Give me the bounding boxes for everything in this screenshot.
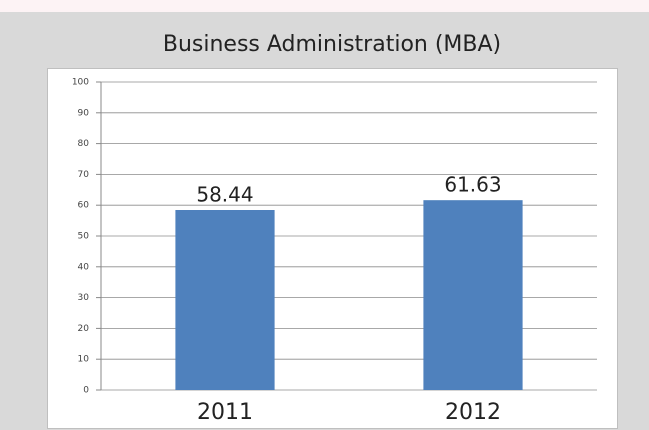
- top-strip: [0, 0, 649, 12]
- y-tick-label: 0: [83, 386, 89, 396]
- plot-box: [47, 68, 618, 429]
- y-tick-label: 100: [72, 78, 89, 88]
- y-tick-label: 60: [78, 201, 90, 211]
- y-tick-label: 30: [78, 293, 90, 303]
- value-label: 61.63: [444, 173, 501, 197]
- y-tick-label: 90: [78, 108, 90, 118]
- x-tick-label: 2012: [445, 400, 501, 425]
- x-tick-label: 2011: [197, 400, 253, 425]
- bar: [423, 200, 523, 390]
- y-tick-label: 70: [78, 170, 90, 180]
- y-tick-label: 80: [78, 139, 90, 149]
- bar: [175, 210, 275, 390]
- chart-title: Business Administration (MBA): [163, 32, 501, 57]
- value-label: 58.44: [196, 183, 253, 207]
- y-tick-label: 40: [78, 262, 90, 272]
- y-tick-label: 50: [78, 232, 90, 242]
- y-tick-label: 10: [78, 355, 90, 365]
- y-tick-label: 20: [78, 324, 90, 334]
